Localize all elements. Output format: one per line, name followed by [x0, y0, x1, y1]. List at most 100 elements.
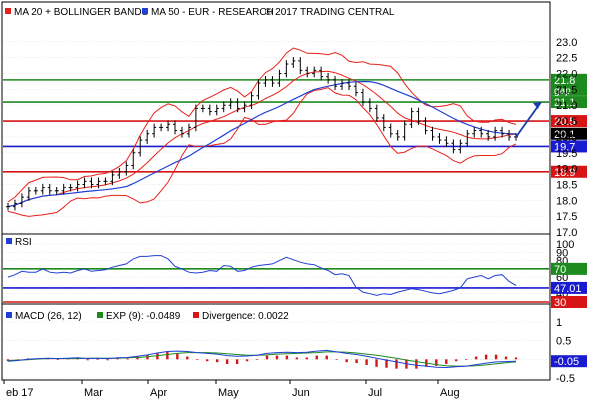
- copyright-label: © 2017 TRADING CENTRAL: [265, 7, 395, 18]
- rsi-line: [7, 255, 517, 296]
- macd-last-label: -0.05: [554, 356, 579, 368]
- x-axis: eb 17 Mar Apr May Jun Jul Aug: [3, 380, 460, 399]
- rsi-level-label: 70: [554, 264, 566, 276]
- divergence-bar: [196, 359, 199, 360]
- blue-square-icon: [6, 312, 12, 318]
- blue-square-icon: [6, 238, 12, 244]
- macd-last-tag: [551, 355, 587, 368]
- rsi-level-tag: [551, 262, 587, 275]
- price-tick-label: 20.0: [556, 132, 577, 144]
- price-bars: [6, 57, 542, 211]
- arrow-head-icon: [533, 102, 541, 110]
- price-tick-label: 18.0: [556, 195, 577, 207]
- divergence-bar: [225, 359, 229, 364]
- macd-tick-label: -0.5: [556, 373, 575, 385]
- divergence-bar: [455, 359, 458, 362]
- price-axis: 23.0 22.5 22.0 21.5 21.0 20.5 20.0 19.5 19.0 18.5…: [556, 37, 577, 239]
- rsi-title: RSI: [15, 237, 32, 248]
- price-level-label: 20.5: [554, 116, 575, 128]
- rsi-level-tag: [551, 296, 587, 308]
- macd-content: 10.50-0.5-0.05: [3, 317, 587, 385]
- divergence-bar: [474, 356, 478, 360]
- last-price-label: 20.1: [554, 129, 575, 141]
- divergence-bar: [355, 359, 358, 364]
- divergence-bar: [176, 353, 179, 360]
- price-level-tag: [551, 165, 587, 178]
- divergence-bar: [285, 355, 289, 360]
- divergence-bar: [435, 359, 438, 366]
- bollinger-lower-line: [7, 87, 517, 217]
- price-tick-label: 17.0: [556, 227, 577, 239]
- price-level-tag: [551, 115, 587, 128]
- divergence-bar: [116, 358, 119, 360]
- price-panel-frame: [1, 1, 551, 235]
- divergence-bar: [445, 359, 448, 364]
- rsi-tick-label: 90: [556, 247, 568, 259]
- macd-panel-frame: [1, 303, 551, 381]
- divergence-bar: [415, 359, 418, 369]
- divergence-bar: [235, 359, 239, 364]
- price-tick-label: 19.5: [556, 148, 577, 160]
- price-tick-label: 21.0: [556, 100, 577, 112]
- blue-square-icon: [142, 8, 148, 14]
- price-tick-label: 20.5: [556, 116, 577, 128]
- divergence-bar: [484, 354, 488, 360]
- price-tick-label: 17.5: [556, 211, 577, 223]
- macd-line: [7, 349, 517, 369]
- divergence-bar: [166, 351, 169, 360]
- red-square-icon: [193, 312, 199, 318]
- ma50-line: [7, 80, 517, 208]
- price-level-label: 19.7: [554, 141, 575, 153]
- divergence-bar: [295, 357, 299, 360]
- macd-panel: 10.50-0.5-0.05 MACD (26, 12) EXP (9): -0…: [1, 303, 587, 385]
- price-legend: MA 20 + BOLLINGER BANDS MA 50 - EUR - RE…: [5, 7, 395, 18]
- rsi-tick-label: 100: [556, 239, 574, 251]
- divergence-bar: [514, 357, 518, 360]
- rsi-tick-label: 60: [556, 272, 568, 284]
- divergence-bar: [96, 359, 99, 360]
- price-grid: [3, 41, 549, 233]
- x-tick-label: eb 17: [6, 387, 34, 399]
- divergence-bar: [86, 359, 89, 361]
- rsi-level-tag: [551, 281, 587, 294]
- divergence-bar: [56, 359, 60, 360]
- divergence-bar: [305, 357, 309, 360]
- price-moving-averages: [7, 47, 517, 217]
- divergence-bar: [325, 355, 328, 360]
- divergence-legend-label: Divergence: 0.0022: [202, 311, 289, 322]
- divergence-bar: [315, 355, 318, 360]
- red-square-icon: [5, 8, 11, 14]
- divergence-bar: [206, 359, 209, 362]
- rsi-level-label: 47.01: [554, 283, 582, 295]
- divergence-bar: [106, 359, 109, 361]
- price-tick-label: 22.0: [556, 69, 577, 81]
- price-tick-label: 18.5: [556, 179, 577, 191]
- macd-legend-label: MACD (26, 12): [15, 311, 82, 322]
- divergence-bar: [186, 356, 189, 360]
- green-square-icon: [97, 312, 103, 318]
- divergence-bar: [215, 359, 219, 363]
- divergence-bar: [255, 359, 259, 360]
- divergence-bar: [494, 354, 498, 360]
- price-tick-label: 23.0: [556, 37, 577, 49]
- price-level-tag: [551, 140, 587, 153]
- divergence-bar: [345, 359, 348, 363]
- last-price-tag: [551, 127, 587, 140]
- price-level-label: 18.9: [554, 167, 575, 179]
- price-level-tag: [551, 96, 587, 109]
- divergence-bar: [126, 358, 129, 360]
- macd-tick-label: 1: [556, 317, 562, 329]
- divergence-bar: [395, 359, 398, 369]
- divergence-bar: [335, 359, 338, 360]
- divergence-bar: [375, 359, 378, 367]
- divergence-bar: [265, 355, 269, 360]
- divergence-bar: [275, 355, 279, 360]
- divergence-bar: [365, 359, 368, 365]
- macd-tick-label: 0.5: [556, 336, 571, 348]
- x-tick-label: Mar: [84, 387, 103, 399]
- price-tick-label: 22.5: [556, 53, 577, 65]
- exp-legend-label: EXP (9): -0.0489: [106, 311, 181, 322]
- price-tick-label: 19.0: [556, 164, 577, 176]
